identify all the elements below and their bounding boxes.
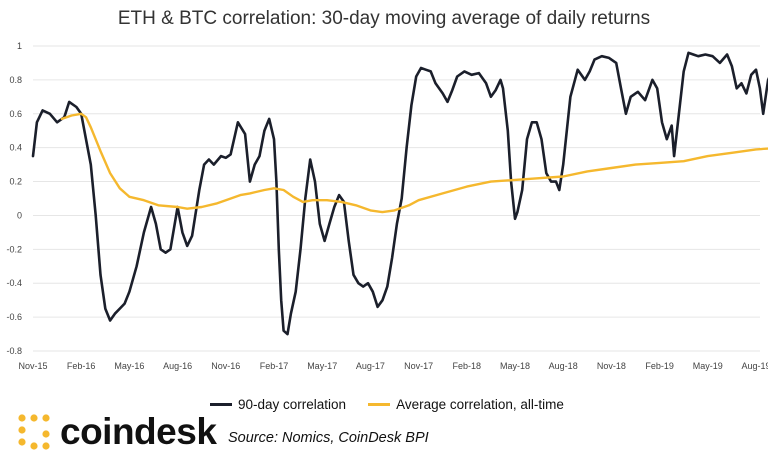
x-tick-label: Feb-18 <box>453 361 482 371</box>
y-tick-label: 1 <box>17 41 22 51</box>
x-tick-label: Aug-16 <box>163 361 192 371</box>
x-tick-label: Aug-18 <box>549 361 578 371</box>
legend-item-90-day: 90-day correlation <box>210 397 346 412</box>
x-tick-label: Nov-16 <box>211 361 240 371</box>
y-tick-label: -0.8 <box>6 346 22 356</box>
legend-item-average: Average correlation, all-time <box>368 397 564 412</box>
legend-swatch-average <box>368 403 391 406</box>
y-tick-label: -0.6 <box>6 312 22 322</box>
x-tick-label: Aug-17 <box>356 361 385 371</box>
chart-plot: 1 0.8 0.6 0.4 0.2 0 -0.2 -0.4 -0.6 -0.8 Nov-15 Feb… <box>6 41 768 371</box>
x-tick-label: May-16 <box>114 361 144 371</box>
y-tick-label: 0.8 <box>9 75 22 85</box>
x-tick-label: May-17 <box>307 361 337 371</box>
legend-swatch-90-day <box>210 403 232 406</box>
x-tick-label: Nov-17 <box>404 361 433 371</box>
y-tick-label: 0.2 <box>9 177 22 187</box>
chart-legend: 90-day correlation Average correlation, … <box>210 397 564 412</box>
x-tick-label: Aug-19 <box>741 361 768 371</box>
coindesk-wordmark: coindesk <box>60 411 217 452</box>
legend-label-90-day: 90-day correlation <box>238 397 347 412</box>
legend-label-average: Average correlation, all-time <box>396 397 564 412</box>
x-tick-label: Feb-19 <box>645 361 674 371</box>
y-tick-label: 0 <box>17 210 22 220</box>
x-tick-label: Nov-18 <box>597 361 626 371</box>
x-tick-label: May-19 <box>693 361 723 371</box>
x-tick-label: Feb-17 <box>260 361 289 371</box>
x-tick-label: Nov-15 <box>18 361 47 371</box>
y-tick-label: -0.4 <box>6 278 22 288</box>
chart-title: ETH & BTC correlation: 30-day moving ave… <box>117 8 651 29</box>
y-tick-label: -0.2 <box>6 244 22 254</box>
source-note: Source: Nomics, CoinDesk BPI <box>228 430 429 446</box>
x-tick-label: Feb-16 <box>67 361 96 371</box>
y-tick-label: 0.6 <box>9 109 22 119</box>
y-tick-label: 0.4 <box>9 143 22 153</box>
series-line-average-correlation <box>60 112 768 214</box>
coindesk-logo-icon <box>18 414 50 450</box>
coindesk-logo: coindesk <box>14 411 217 452</box>
series-line-90-day-correlation <box>31 51 768 336</box>
x-tick-label: May-18 <box>500 361 530 371</box>
